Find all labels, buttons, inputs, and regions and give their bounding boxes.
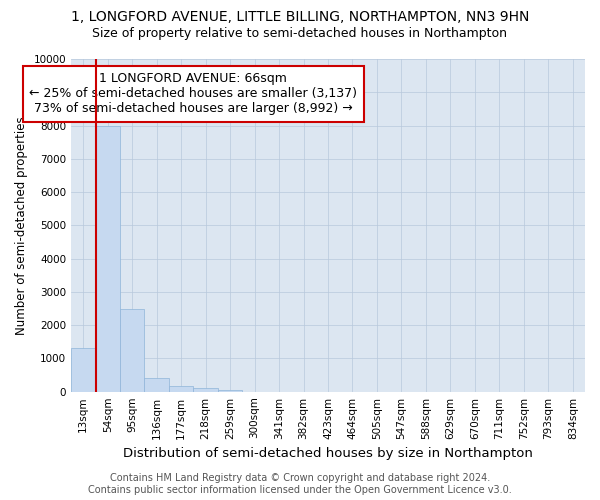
Bar <box>120 308 145 392</box>
Bar <box>169 386 193 392</box>
Text: Contains HM Land Registry data © Crown copyright and database right 2024.
Contai: Contains HM Land Registry data © Crown c… <box>88 474 512 495</box>
Bar <box>71 348 95 392</box>
Bar <box>193 388 218 392</box>
Text: 1, LONGFORD AVENUE, LITTLE BILLING, NORTHAMPTON, NN3 9HN: 1, LONGFORD AVENUE, LITTLE BILLING, NORT… <box>71 10 529 24</box>
X-axis label: Distribution of semi-detached houses by size in Northampton: Distribution of semi-detached houses by … <box>123 447 533 460</box>
Text: Size of property relative to semi-detached houses in Northampton: Size of property relative to semi-detach… <box>92 28 508 40</box>
Bar <box>218 390 242 392</box>
Y-axis label: Number of semi-detached properties: Number of semi-detached properties <box>15 116 28 334</box>
Text: 1 LONGFORD AVENUE: 66sqm
← 25% of semi-detached houses are smaller (3,137)
73% o: 1 LONGFORD AVENUE: 66sqm ← 25% of semi-d… <box>29 72 358 116</box>
Bar <box>95 126 120 392</box>
Bar <box>145 378 169 392</box>
